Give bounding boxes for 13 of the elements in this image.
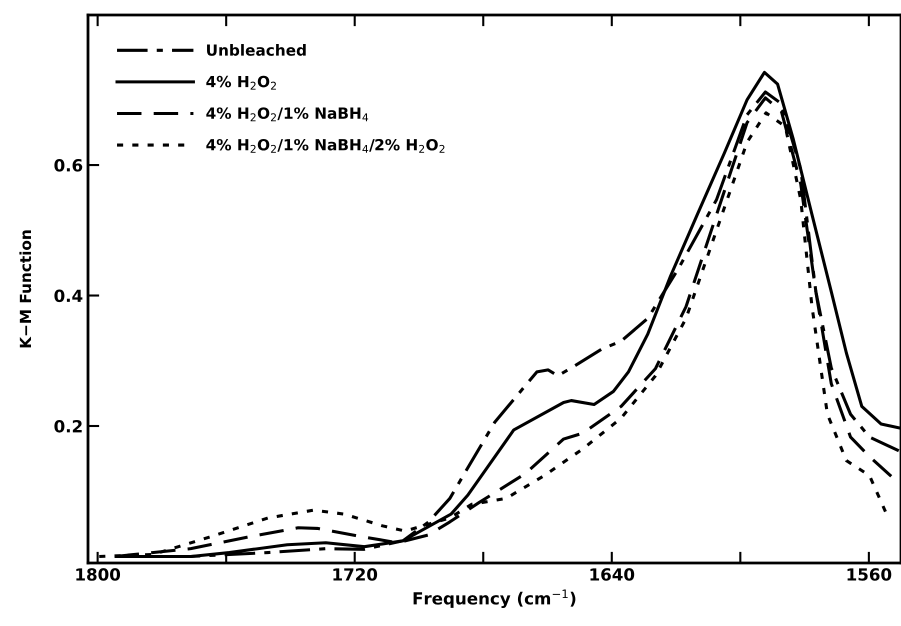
x-axis-title: Frequency (cm$^{−1}$) (414, 590, 576, 608)
text: 4% H$_{2}$O$_{2}$/1% NaBH$_{4}$/2% H$_{2}$O$_{2}$ (206, 138, 444, 153)
y-tick-label: 0.6 (54, 159, 82, 172)
y-tick-label: 0.2 (54, 420, 82, 433)
legend-label: 4% H$_{2}$O$_{2}$ (206, 76, 276, 90)
x-tick-label: 1640 (590, 568, 634, 581)
legend-label: 4% H$_{2}$O$_{2}$/1% NaBH$_{4}$ (206, 107, 368, 122)
x-tick-label: 1560 (848, 568, 892, 581)
x-tick-label: 1720 (333, 568, 378, 581)
x-tick-label: 1800 (76, 568, 120, 581)
y-axis-title: K−M Function (19, 230, 32, 348)
y-tick-label: 0.4 (54, 289, 82, 302)
legend-label: Unbleached (207, 44, 306, 56)
